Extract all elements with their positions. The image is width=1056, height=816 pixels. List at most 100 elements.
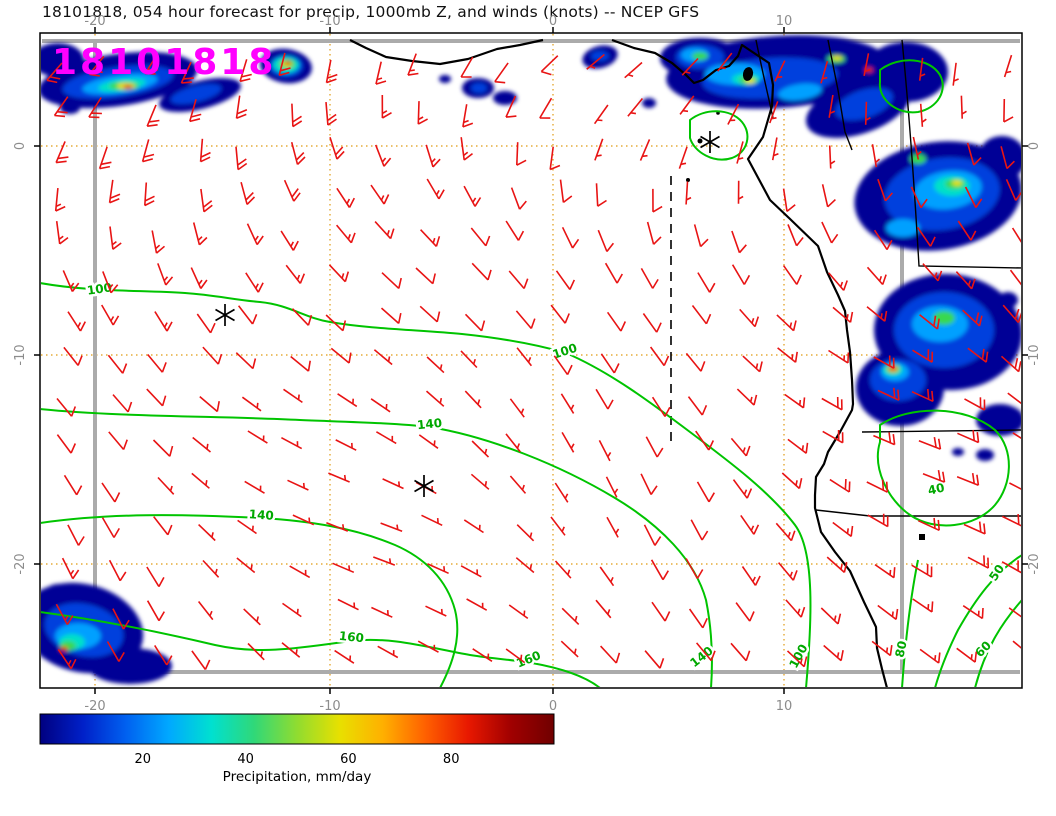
wind-barb — [912, 598, 934, 613]
wind-barb — [235, 146, 248, 171]
bioko-island — [742, 67, 754, 81]
wind-barb — [911, 564, 933, 578]
wind-barb — [190, 267, 208, 289]
wind-barb — [427, 563, 449, 575]
wind-barb — [189, 99, 202, 123]
wind-barb — [554, 482, 569, 503]
wind-barb — [192, 436, 212, 453]
wind-barb — [911, 388, 934, 403]
contour-label: 160 — [514, 648, 542, 670]
wind-barb — [956, 647, 978, 663]
wind-barb — [283, 179, 301, 202]
wind-barb — [460, 565, 482, 578]
wind-barb — [332, 562, 355, 574]
wind-barb — [919, 314, 940, 330]
wind-barb — [877, 387, 900, 401]
wind-barb — [283, 388, 303, 404]
wind-barb — [595, 388, 614, 410]
wind-barb — [407, 53, 419, 76]
wind-barb — [146, 600, 165, 622]
wind-barb — [335, 224, 356, 244]
wind-barb — [278, 52, 291, 77]
wind-barb — [88, 97, 102, 119]
wind-barb — [337, 393, 358, 408]
wind-barb — [144, 182, 155, 207]
wind-barb — [472, 648, 493, 662]
wind-barb — [560, 393, 575, 414]
wind-barb — [516, 524, 535, 542]
wind-barb — [291, 103, 303, 128]
contour-loop-ne — [878, 59, 944, 114]
wind-barb — [336, 187, 356, 208]
wind-barb — [910, 186, 928, 209]
wind-barb — [771, 137, 779, 161]
wind-barb — [917, 517, 940, 532]
wind-barb — [381, 272, 402, 289]
domain-frame — [42, 39, 1020, 674]
wind-barb — [606, 516, 620, 538]
wind-barb — [549, 146, 561, 171]
wind-barb — [280, 230, 299, 251]
wind-barb — [466, 598, 488, 611]
wind-barb — [381, 94, 392, 119]
wind-barb — [373, 349, 393, 366]
wind-barb — [600, 645, 621, 664]
colorbar-tick-labels: 20 40 60 80 — [135, 752, 460, 767]
wind-barb — [199, 395, 220, 413]
wind-barb — [553, 355, 573, 376]
wind-barb — [291, 308, 313, 326]
wind-barb — [508, 604, 529, 620]
wind-barb — [419, 305, 441, 323]
wind-barb — [370, 184, 390, 205]
wind-barb — [1011, 227, 1021, 243]
wind-barb — [559, 179, 573, 204]
wind-barb — [652, 188, 663, 213]
wind-barb — [200, 188, 213, 213]
wind-barb — [1002, 304, 1021, 324]
wind-barb — [370, 398, 391, 413]
y-tick-label-left: -10 — [13, 344, 28, 365]
wind-barb — [107, 354, 128, 374]
wind-barb — [560, 640, 579, 658]
wind-barb — [956, 472, 980, 486]
wind-barb — [786, 650, 808, 668]
wind-barb — [55, 603, 74, 625]
wind-barb — [112, 608, 130, 630]
wind-barb — [866, 266, 887, 286]
wind-barb — [863, 53, 871, 77]
precip-blob-n1 — [260, 48, 312, 84]
wind-barb — [106, 641, 125, 662]
wind-barb — [1005, 178, 1021, 201]
wind-barb — [737, 180, 744, 204]
wind-barb — [54, 188, 66, 212]
wind-barb — [180, 61, 194, 84]
wind-barb — [471, 262, 492, 281]
wind-barb — [736, 141, 744, 164]
wind-barb — [867, 513, 889, 528]
wind-barb — [1003, 54, 1013, 78]
wind-barb — [505, 648, 526, 664]
contour-160 — [41, 611, 601, 687]
wind-barb — [828, 349, 850, 364]
precip-blob-gulf — [660, 35, 948, 138]
x-tick-label-top: 0 — [549, 14, 557, 29]
wind-barb — [598, 440, 612, 462]
wind-barb — [371, 606, 393, 618]
x-tick-label-bottom: -20 — [84, 699, 105, 714]
wind-barb — [199, 138, 211, 163]
wind-barb — [146, 104, 160, 127]
colorbar-tick-label: 40 — [237, 752, 254, 767]
wind-barb — [727, 103, 740, 125]
wind-barb — [375, 431, 397, 445]
wind-barb — [650, 559, 669, 581]
wind-barb — [463, 185, 482, 207]
wind-barb — [679, 95, 695, 115]
wind-barb — [769, 101, 779, 124]
wind-barb — [1001, 514, 1021, 527]
wind-barb — [696, 481, 715, 503]
wind-barb — [191, 472, 210, 489]
wind-barb — [329, 136, 345, 160]
wind-barb — [62, 270, 80, 292]
wind-barb — [586, 53, 605, 70]
